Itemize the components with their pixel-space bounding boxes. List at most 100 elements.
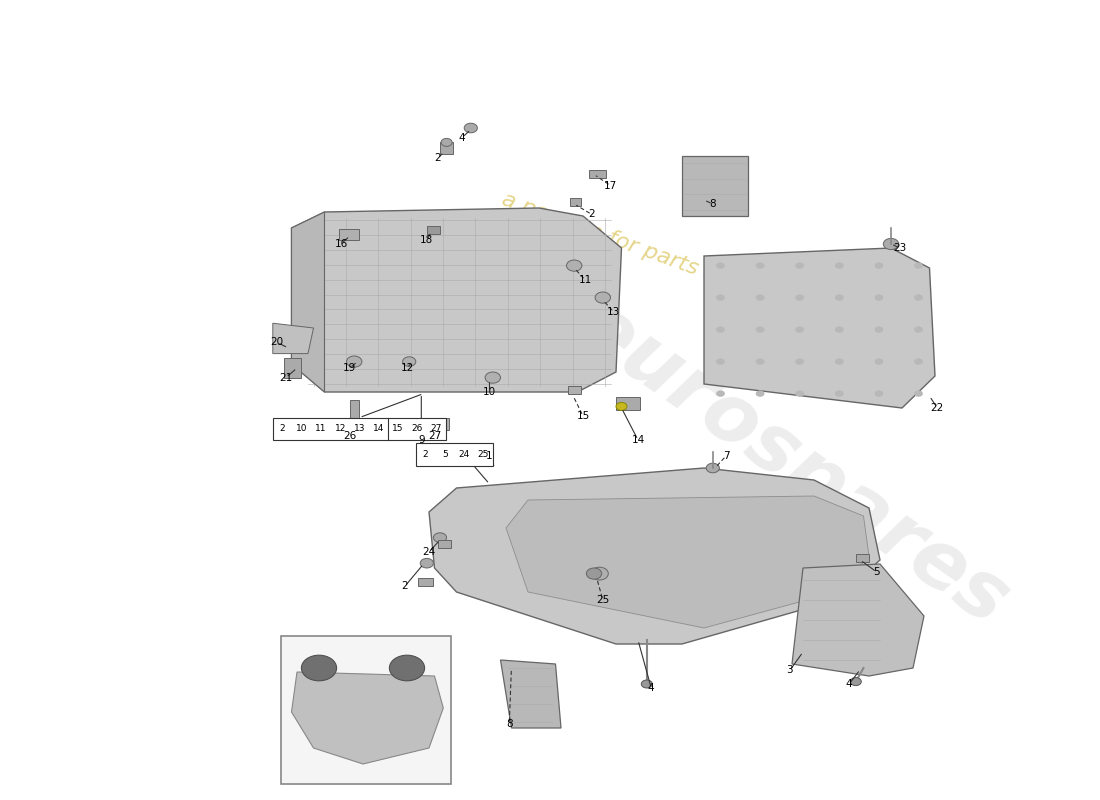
Circle shape (756, 358, 764, 365)
Text: 15: 15 (393, 424, 404, 434)
Text: 24: 24 (459, 450, 470, 459)
Text: 13: 13 (607, 307, 620, 317)
Text: 20: 20 (271, 338, 284, 347)
Text: 5: 5 (873, 567, 880, 577)
FancyBboxPatch shape (440, 142, 453, 154)
Text: 11: 11 (579, 275, 592, 285)
Text: 8: 8 (710, 199, 716, 209)
Text: 1: 1 (486, 451, 493, 461)
Polygon shape (682, 156, 748, 216)
Circle shape (756, 294, 764, 301)
Circle shape (874, 262, 883, 269)
Text: 27: 27 (428, 431, 441, 441)
Circle shape (874, 358, 883, 365)
Circle shape (874, 294, 883, 301)
Circle shape (874, 390, 883, 397)
Polygon shape (792, 564, 924, 676)
Circle shape (616, 402, 627, 410)
Circle shape (301, 655, 337, 681)
Circle shape (433, 533, 447, 542)
Text: 24: 24 (422, 547, 436, 557)
Text: 14: 14 (631, 435, 645, 445)
Circle shape (485, 372, 501, 383)
Circle shape (795, 326, 804, 333)
FancyBboxPatch shape (273, 418, 447, 440)
Circle shape (464, 123, 477, 133)
Polygon shape (500, 660, 561, 728)
Circle shape (914, 390, 923, 397)
Circle shape (914, 294, 923, 301)
FancyBboxPatch shape (418, 578, 433, 586)
Text: 14: 14 (373, 424, 384, 434)
Text: 27: 27 (431, 424, 442, 434)
Circle shape (716, 326, 725, 333)
Text: 18: 18 (420, 235, 433, 245)
FancyBboxPatch shape (856, 554, 869, 562)
Circle shape (591, 567, 608, 580)
Circle shape (914, 262, 923, 269)
FancyBboxPatch shape (570, 198, 581, 206)
Text: 7: 7 (723, 451, 729, 461)
Text: 10: 10 (296, 424, 307, 434)
Circle shape (914, 326, 923, 333)
Text: 2: 2 (279, 424, 285, 434)
FancyBboxPatch shape (284, 358, 301, 378)
FancyBboxPatch shape (436, 418, 449, 430)
FancyBboxPatch shape (616, 397, 640, 410)
FancyBboxPatch shape (350, 400, 359, 434)
Text: 25: 25 (596, 595, 609, 605)
Text: 26: 26 (411, 424, 422, 434)
Text: 10: 10 (483, 387, 496, 397)
Text: 25: 25 (477, 450, 488, 459)
Text: 2: 2 (422, 450, 428, 459)
Circle shape (756, 390, 764, 397)
Text: 2: 2 (434, 154, 441, 163)
Text: 2: 2 (402, 582, 408, 591)
FancyBboxPatch shape (588, 170, 606, 178)
Text: 8: 8 (506, 719, 513, 729)
FancyBboxPatch shape (339, 229, 359, 240)
Text: a passion for parts since 1985: a passion for parts since 1985 (498, 189, 822, 323)
Circle shape (883, 238, 899, 250)
Text: 17: 17 (604, 181, 617, 190)
Circle shape (566, 260, 582, 271)
Circle shape (586, 568, 602, 579)
Circle shape (756, 326, 764, 333)
Circle shape (716, 390, 725, 397)
Polygon shape (506, 496, 869, 628)
Circle shape (835, 390, 844, 397)
Text: 4: 4 (459, 133, 465, 142)
Polygon shape (292, 672, 443, 764)
Circle shape (914, 358, 923, 365)
Text: 2: 2 (588, 210, 595, 219)
FancyBboxPatch shape (280, 636, 451, 784)
Circle shape (835, 358, 844, 365)
Circle shape (795, 390, 804, 397)
Polygon shape (292, 212, 324, 392)
Text: 12: 12 (334, 424, 345, 434)
Circle shape (756, 262, 764, 269)
Text: 3: 3 (786, 666, 793, 675)
Text: 5: 5 (442, 450, 448, 459)
Text: 19: 19 (343, 363, 356, 373)
Polygon shape (292, 208, 622, 392)
FancyBboxPatch shape (568, 386, 581, 394)
Text: 12: 12 (400, 363, 414, 373)
FancyBboxPatch shape (416, 443, 493, 466)
Circle shape (706, 463, 719, 473)
Circle shape (835, 262, 844, 269)
Circle shape (403, 357, 416, 366)
Polygon shape (429, 468, 880, 644)
Text: 16: 16 (334, 239, 348, 249)
Circle shape (346, 356, 362, 367)
Circle shape (835, 326, 844, 333)
Circle shape (389, 655, 425, 681)
Text: 13: 13 (354, 424, 365, 434)
Circle shape (835, 294, 844, 301)
Circle shape (716, 262, 725, 269)
Circle shape (595, 292, 610, 303)
Circle shape (716, 358, 725, 365)
Polygon shape (273, 323, 314, 354)
Circle shape (795, 262, 804, 269)
Text: 11: 11 (316, 424, 327, 434)
